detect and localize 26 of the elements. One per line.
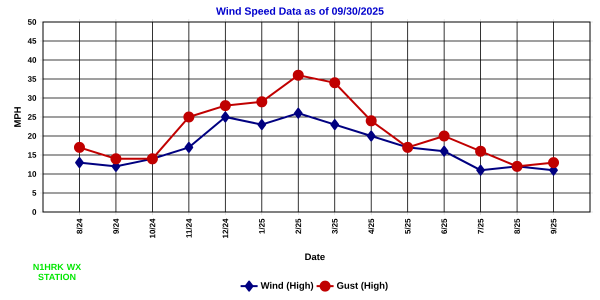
point bbox=[220, 112, 230, 122]
point bbox=[440, 146, 449, 157]
point bbox=[548, 157, 560, 168]
point bbox=[75, 157, 84, 168]
point bbox=[366, 115, 377, 126]
point bbox=[220, 100, 231, 112]
point bbox=[110, 153, 122, 164]
x-axis-title: Date bbox=[305, 254, 325, 260]
point bbox=[366, 130, 376, 142]
text: N1HRK WX STATION bbox=[33, 264, 82, 280]
point bbox=[184, 142, 194, 153]
point bbox=[330, 119, 340, 130]
chart-title: Wind Speed Data as of 09/30/2025 bbox=[216, 7, 384, 17]
point bbox=[294, 108, 303, 119]
legend-label: Wind (High) bbox=[260, 282, 314, 291]
point bbox=[476, 164, 485, 176]
y-axis-title: MPH bbox=[14, 107, 21, 127]
point bbox=[475, 146, 486, 157]
point bbox=[256, 96, 268, 108]
point bbox=[257, 119, 266, 130]
point bbox=[438, 130, 450, 142]
point bbox=[329, 77, 340, 88]
point bbox=[292, 70, 304, 81]
point bbox=[74, 142, 85, 153]
legend-label: Gust (High) bbox=[336, 282, 388, 291]
point bbox=[183, 112, 194, 122]
